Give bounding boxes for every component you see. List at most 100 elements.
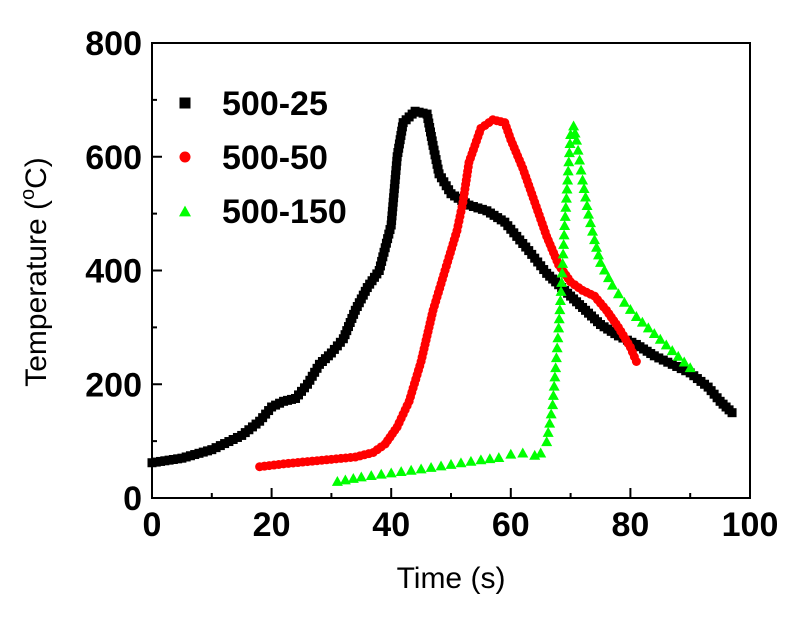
legend: 500-25 500-50 500-150 bbox=[179, 85, 347, 231]
data-point bbox=[557, 257, 569, 268]
data-point bbox=[595, 257, 606, 267]
data-point bbox=[389, 184, 399, 194]
data-point bbox=[553, 313, 565, 324]
data-point bbox=[602, 272, 614, 283]
data-point bbox=[666, 345, 678, 356]
legend-item: 500-25 bbox=[179, 85, 328, 123]
data-point bbox=[385, 225, 395, 235]
data-point bbox=[378, 252, 388, 262]
data-point bbox=[563, 147, 575, 158]
data-point bbox=[560, 192, 572, 203]
data-point bbox=[445, 458, 457, 469]
data-point bbox=[388, 197, 398, 207]
data-point bbox=[557, 248, 569, 259]
data-point bbox=[583, 208, 595, 219]
data-point bbox=[558, 229, 570, 240]
data-point bbox=[365, 470, 377, 481]
data-point bbox=[660, 339, 672, 350]
data-point bbox=[405, 464, 417, 475]
legend-marker bbox=[179, 205, 191, 217]
x-tick-label: 0 bbox=[143, 506, 162, 544]
data-point bbox=[552, 332, 564, 343]
data-point bbox=[429, 145, 439, 155]
data-point bbox=[425, 461, 437, 472]
data-point bbox=[578, 183, 590, 193]
data-point bbox=[564, 138, 576, 149]
data-point bbox=[580, 191, 592, 202]
data-point bbox=[375, 468, 387, 479]
data-point bbox=[493, 452, 505, 462]
data-point bbox=[535, 447, 547, 458]
y-tick-label: 200 bbox=[85, 366, 142, 404]
legend-item: 500-50 bbox=[179, 139, 328, 177]
data-point bbox=[648, 328, 660, 339]
data-point bbox=[548, 380, 560, 391]
data-point bbox=[385, 467, 397, 478]
data-point bbox=[672, 350, 684, 361]
data-point bbox=[636, 316, 648, 327]
data-point bbox=[381, 238, 391, 248]
data-point bbox=[347, 472, 359, 483]
y-tick-label: 0 bbox=[123, 480, 142, 518]
data-point bbox=[389, 188, 399, 198]
data-point bbox=[581, 200, 593, 211]
y-tick-label: 600 bbox=[85, 139, 142, 177]
x-tick-label: 40 bbox=[372, 506, 410, 544]
y-axis-title-main: Temperature ( bbox=[20, 200, 53, 387]
data-point bbox=[544, 417, 556, 428]
data-point bbox=[392, 156, 402, 166]
legend-marker bbox=[179, 151, 191, 163]
data-point bbox=[556, 267, 568, 278]
data-point bbox=[432, 159, 442, 169]
data-point bbox=[387, 206, 397, 216]
data-point bbox=[433, 164, 443, 174]
data-point bbox=[549, 371, 561, 382]
x-tick-label: 20 bbox=[253, 506, 291, 544]
data-point bbox=[390, 179, 400, 189]
data-point bbox=[562, 174, 574, 185]
data-point bbox=[555, 286, 567, 296]
data-point bbox=[591, 241, 603, 252]
data-point bbox=[391, 170, 401, 180]
data-point bbox=[386, 220, 396, 230]
data-point bbox=[556, 276, 568, 287]
data-point bbox=[572, 144, 584, 155]
data-point bbox=[542, 426, 554, 437]
data-point bbox=[678, 356, 690, 367]
data-point bbox=[377, 256, 387, 266]
data-point bbox=[574, 154, 586, 165]
data-point bbox=[554, 304, 566, 315]
data-point bbox=[380, 243, 390, 253]
data-point bbox=[547, 389, 559, 400]
data-point bbox=[587, 225, 599, 236]
y-tick-label: 800 bbox=[85, 25, 142, 63]
data-point bbox=[554, 295, 566, 306]
data-point bbox=[560, 201, 572, 212]
data-point bbox=[387, 211, 397, 221]
data-point bbox=[575, 164, 587, 175]
data-point bbox=[612, 288, 624, 299]
data-point bbox=[562, 165, 574, 176]
data-point bbox=[428, 140, 438, 150]
data-point bbox=[559, 210, 571, 221]
data-point bbox=[390, 175, 400, 184]
data-point bbox=[430, 150, 440, 160]
data-point bbox=[563, 156, 575, 167]
x-tick-label: 60 bbox=[492, 506, 530, 544]
data-point bbox=[642, 322, 654, 333]
series-500-25 bbox=[147, 106, 737, 468]
data-point bbox=[374, 266, 384, 275]
data-point bbox=[391, 161, 401, 171]
data-point bbox=[589, 234, 601, 245]
data-point bbox=[547, 399, 559, 410]
data-point bbox=[355, 471, 367, 482]
data-point bbox=[379, 247, 389, 257]
data-point bbox=[383, 234, 393, 244]
data-point bbox=[475, 454, 487, 465]
data-point bbox=[331, 475, 343, 486]
data-point bbox=[561, 183, 573, 194]
data-point bbox=[727, 408, 737, 418]
data-point bbox=[631, 357, 641, 366]
series-500-50 bbox=[255, 115, 641, 472]
data-point bbox=[375, 261, 385, 271]
